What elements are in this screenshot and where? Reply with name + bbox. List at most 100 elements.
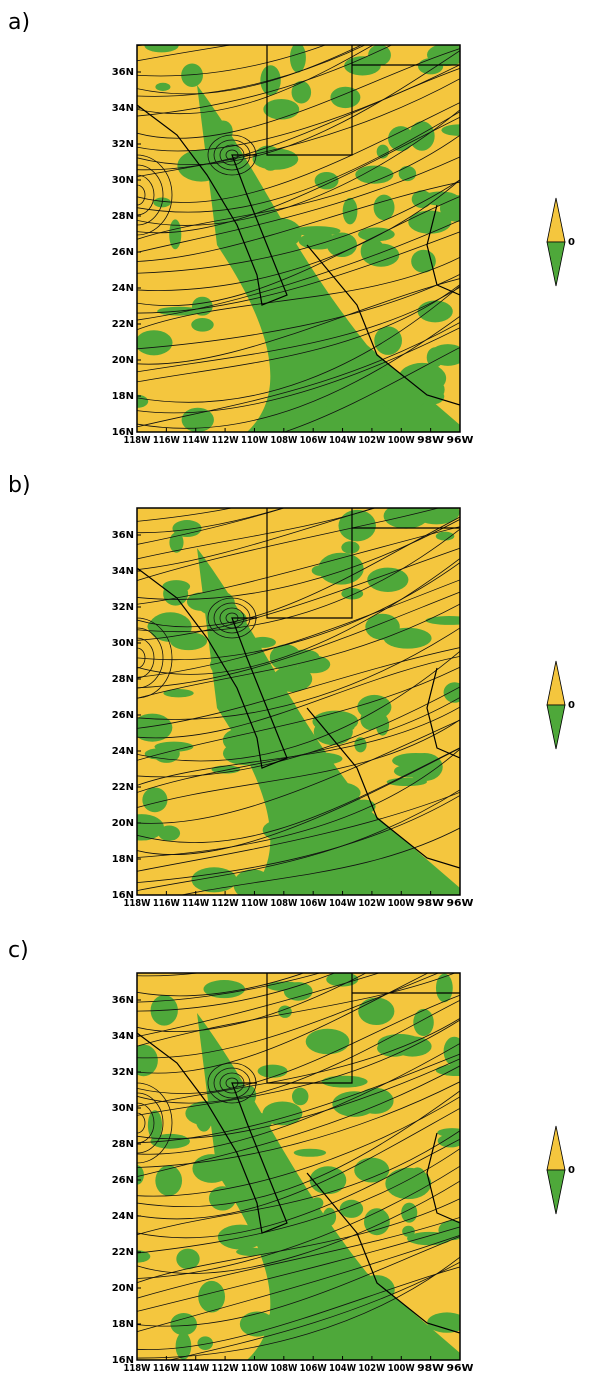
green-area <box>283 982 313 1001</box>
lat-label: 36N <box>112 67 134 78</box>
green-area <box>298 232 339 250</box>
green-area <box>191 296 213 316</box>
green-area <box>181 407 214 432</box>
green-area <box>296 655 331 674</box>
streamline <box>137 1042 460 1155</box>
panel-label: c) <box>8 938 29 963</box>
lat-label: 18N <box>112 854 134 865</box>
green-area <box>313 871 337 881</box>
lon-label: 114W <box>182 1363 209 1374</box>
lat-label: 36N <box>112 995 134 1006</box>
lon-label: 104W <box>329 1363 356 1374</box>
streamline <box>137 1107 460 1220</box>
streamline <box>137 516 460 628</box>
green-area <box>327 772 346 802</box>
streamline-vortex <box>137 184 146 206</box>
lon-label: 102W <box>358 1363 385 1374</box>
lat-label: 16N <box>112 890 134 901</box>
lat-label: 28N <box>112 211 134 222</box>
lat-label: 22N <box>112 1247 134 1258</box>
green-area <box>437 1134 460 1148</box>
lon-label: 96W <box>447 435 474 446</box>
lat-label: 16N <box>112 1355 134 1366</box>
streamline <box>137 134 460 240</box>
streamline <box>137 518 460 600</box>
green-area <box>305 1028 350 1055</box>
streamline <box>137 50 460 165</box>
lon-label: 110W <box>241 435 268 446</box>
lon-label: 102W <box>358 435 385 446</box>
green-area <box>155 82 171 92</box>
green-area <box>347 834 367 850</box>
lat-label: 22N <box>112 319 134 330</box>
lat-label: 26N <box>112 1175 134 1186</box>
legend-upper <box>546 1125 566 1171</box>
streamline <box>137 1058 460 1140</box>
green-area <box>435 973 453 1003</box>
lat-label: 20N <box>112 1283 134 1294</box>
green-area <box>203 980 245 999</box>
green-area <box>142 787 168 813</box>
streamline <box>137 603 460 699</box>
streamline <box>137 45 233 62</box>
green-area <box>169 532 184 553</box>
streamline <box>137 1198 460 1284</box>
lat-label: 32N <box>112 602 134 613</box>
green-area <box>176 1248 200 1270</box>
green-area <box>341 541 360 554</box>
green-area <box>163 581 189 606</box>
legend-lower <box>546 241 566 287</box>
streamline-vortex <box>137 154 173 236</box>
streamline-vortex <box>137 617 173 699</box>
streamline <box>137 508 376 570</box>
green-area <box>326 973 359 987</box>
streamline <box>137 48 460 139</box>
lon-label: 112W <box>212 435 239 446</box>
green-area <box>293 1148 327 1157</box>
green-area <box>354 737 367 753</box>
green-area <box>373 194 395 221</box>
lat-label: 18N <box>112 1319 134 1330</box>
green-area <box>374 326 402 355</box>
lon-label: 118W <box>124 435 151 446</box>
green-area <box>236 1247 266 1256</box>
green-area <box>362 243 400 267</box>
lat-label: 30N <box>112 1103 134 1114</box>
green-area <box>137 1250 151 1263</box>
streamline <box>137 508 285 534</box>
green-area <box>358 997 395 1026</box>
streamline <box>137 1226 460 1312</box>
lon-label: 112W <box>212 898 239 909</box>
green-area <box>413 1008 434 1037</box>
panel-label: a) <box>8 10 30 35</box>
streamline <box>137 591 460 689</box>
lat-label: 26N <box>112 710 134 721</box>
green-area <box>147 1110 163 1140</box>
streamline <box>137 181 460 262</box>
streamline <box>137 747 460 843</box>
lat-label: 20N <box>112 355 134 366</box>
green-area <box>411 190 433 209</box>
green-area <box>406 752 443 782</box>
green-area <box>389 406 407 432</box>
lat-label: 32N <box>112 1067 134 1078</box>
lon-label: 112W <box>212 1363 239 1374</box>
green-area <box>298 1237 341 1251</box>
green-area <box>155 1165 183 1196</box>
streamline <box>137 748 460 858</box>
streamline <box>137 973 429 1074</box>
streamline-vortex <box>137 174 155 216</box>
streamline <box>137 1165 460 1279</box>
lat-label: 30N <box>112 638 134 649</box>
lon-label: 116W <box>153 898 180 909</box>
lon-label: 106W <box>300 435 327 446</box>
map-frame <box>136 44 461 433</box>
green-area <box>249 636 276 648</box>
streamline <box>137 973 367 1033</box>
streamline-vortex <box>137 1102 155 1144</box>
lon-label: 108W <box>270 435 297 446</box>
lat-label: 36N <box>112 530 134 541</box>
lon-label: 100W <box>388 1363 415 1374</box>
streamline <box>137 286 460 373</box>
streamline <box>137 650 460 762</box>
